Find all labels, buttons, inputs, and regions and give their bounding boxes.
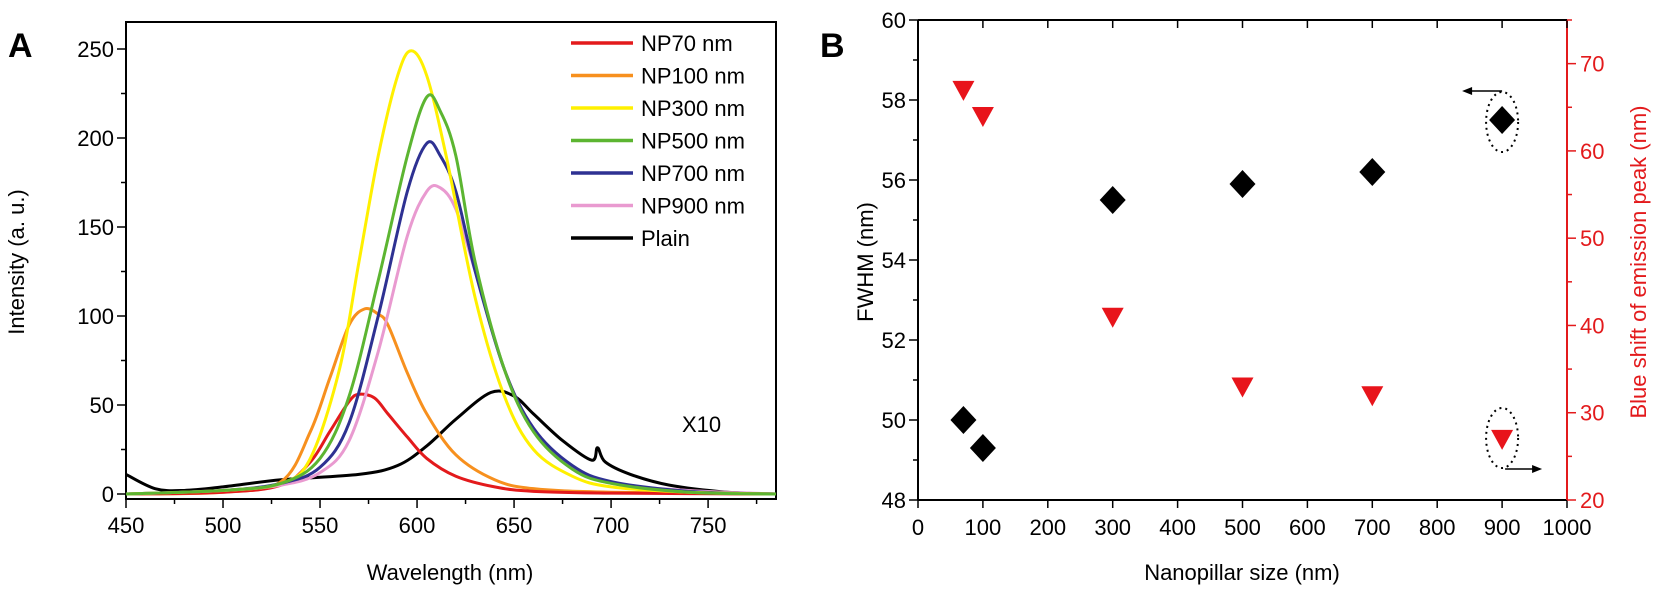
fwhm-diamond-marker <box>1489 106 1516 134</box>
b-y-tick-label-right: 40 <box>1580 313 1604 338</box>
blueshift-triangle-marker <box>1361 386 1384 407</box>
legend-label: NP70 nm <box>641 31 733 56</box>
blueshift-triangle-marker <box>1231 377 1254 398</box>
b-x-tick-label: 800 <box>1419 515 1456 540</box>
a-y-tick-label: 200 <box>77 126 114 151</box>
a-series-line-np300-nm <box>125 49 777 496</box>
b-x-axis-label: Nanopillar size (nm) <box>1144 560 1340 585</box>
b-y-tick-label-left: 54 <box>882 248 906 273</box>
a-x-tick-label: 700 <box>593 513 630 538</box>
a-series-line-np70-nm <box>125 392 777 496</box>
b-x-tick-label: 300 <box>1094 515 1131 540</box>
a-y-tick-label: 150 <box>77 215 114 240</box>
legend-label: NP300 nm <box>641 96 745 121</box>
a-y-axis-label: Intensity (a. u.) <box>4 189 29 335</box>
fwhm-diamond-marker <box>1099 186 1126 214</box>
b-x-tick-label: 600 <box>1289 515 1326 540</box>
b-y-tick-label-right: 30 <box>1580 401 1604 426</box>
legend-label: NP500 nm <box>641 129 745 154</box>
a-y-tick-label: 50 <box>90 393 114 418</box>
a-x-tick-label: 650 <box>496 513 533 538</box>
b-x-tick-label: 500 <box>1224 515 1261 540</box>
a-series-line-np700-nm <box>125 140 777 496</box>
blueshift-triangle-marker <box>952 80 975 101</box>
fwhm-diamond-marker <box>1229 170 1256 198</box>
b-y-tick-label-left: 58 <box>882 88 906 113</box>
legend-label: NP900 nm <box>641 194 745 219</box>
a-series-line-plain <box>125 389 777 496</box>
a-x-tick-label: 450 <box>108 513 145 538</box>
a-plot-frame <box>125 21 777 500</box>
panel-label-a: A <box>8 27 33 65</box>
b-x-tick-label: 200 <box>1029 515 1066 540</box>
b-y-tick-label-right: 60 <box>1580 139 1604 164</box>
dotted-ellipse-fwhm <box>1485 91 1520 153</box>
b-x-tick-label: 400 <box>1159 515 1196 540</box>
a-series-line-np100-nm <box>125 306 777 496</box>
b-y-tick-label-left: 56 <box>882 168 906 193</box>
b-y-tick-label-right: 20 <box>1580 488 1604 513</box>
a-x-tick-label: 500 <box>205 513 242 538</box>
arrow-left-icon <box>1462 87 1473 95</box>
a-x-tick-label: 550 <box>302 513 339 538</box>
b-y-tick-label-right: 70 <box>1580 52 1604 77</box>
b-x-tick-label: 900 <box>1484 515 1521 540</box>
a-y-tick-label: 0 <box>102 482 114 507</box>
panel-label-b: B <box>820 27 845 65</box>
a-y-tick-label: 250 <box>77 37 114 62</box>
b-y-tick-label-left: 50 <box>882 408 906 433</box>
a-y-tick-label: 100 <box>77 304 114 329</box>
fwhm-diamond-marker <box>950 406 977 434</box>
a-x-tick-label: 750 <box>690 513 727 538</box>
b-x-tick-label: 100 <box>965 515 1002 540</box>
blueshift-triangle-marker <box>1491 429 1514 450</box>
legend-label: Plain <box>641 226 690 251</box>
b-x-tick-label: 1000 <box>1543 515 1592 540</box>
b-y-tick-label-left: 52 <box>882 328 906 353</box>
b-x-tick-label: 0 <box>912 515 924 540</box>
legend-label: NP700 nm <box>641 161 745 186</box>
arrow-right-icon <box>1532 465 1543 473</box>
legend-label: NP100 nm <box>641 64 745 89</box>
a-x-tick-label: 600 <box>399 513 436 538</box>
fwhm-diamond-marker <box>1359 158 1386 186</box>
b-y-tick-label-left: 60 <box>882 8 906 33</box>
fwhm-diamond-marker <box>969 434 996 462</box>
b-x-tick-label: 700 <box>1354 515 1391 540</box>
b-y-tick-label-right: 50 <box>1580 226 1604 251</box>
b-y-axis-label-right: Blue shift of emission peak (nm) <box>1626 105 1651 418</box>
dotted-ellipse-blueshift <box>1485 407 1520 469</box>
blueshift-triangle-marker <box>1101 307 1124 328</box>
x10-annotation: X10 <box>682 412 721 437</box>
a-series-line-np500-nm <box>125 93 777 496</box>
a-x-axis-label: Wavelength (nm) <box>367 560 534 585</box>
b-y-tick-label-left: 48 <box>882 488 906 513</box>
b-y-axis-label-left: FWHM (nm) <box>853 202 878 322</box>
blueshift-triangle-marker <box>971 107 994 127</box>
